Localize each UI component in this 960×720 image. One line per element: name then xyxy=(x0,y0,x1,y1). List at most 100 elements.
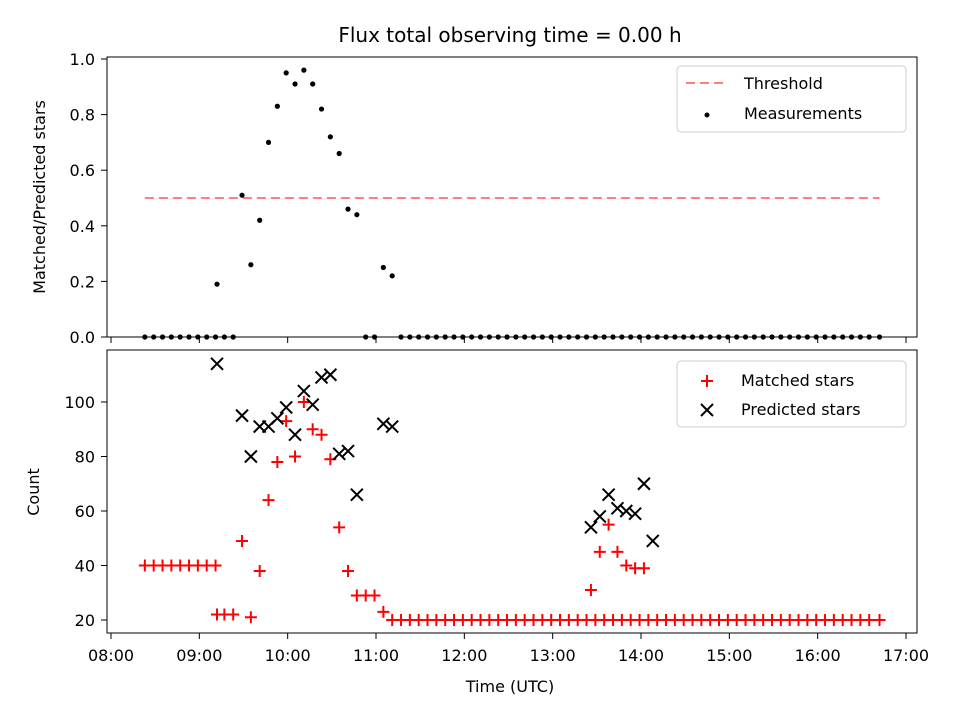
top-y-tick-label: 0.6 xyxy=(70,161,95,180)
measurement-point xyxy=(389,273,395,279)
bottom-y-tick-label: 80 xyxy=(75,448,95,467)
predicted-star-point xyxy=(610,501,625,515)
bottom-y-ticks: 20 40 60 80 100 xyxy=(64,393,107,630)
matched-star-point xyxy=(306,423,319,436)
bottom-y-axis-label: Count xyxy=(24,468,43,516)
measurement-point xyxy=(327,134,333,140)
predicted-star-point xyxy=(341,444,355,458)
predicted-star-point xyxy=(601,487,616,502)
predicted-star-point xyxy=(376,417,391,431)
matched-star-point xyxy=(377,605,390,618)
bottom-x-tick-label: 08:00 xyxy=(88,646,134,665)
top-legend-box xyxy=(676,65,907,133)
bottom-x-tick-label: 14:00 xyxy=(618,646,664,665)
measurement-point xyxy=(318,106,325,112)
bottom-x-tick-label: 17:00 xyxy=(883,646,929,665)
measurement-point xyxy=(239,192,245,198)
measurement-point xyxy=(336,150,342,157)
matched-stars-series xyxy=(138,396,886,626)
predicted-star-point xyxy=(637,477,651,491)
bottom-x-tick-label: 16:00 xyxy=(795,646,841,665)
matched-star-point xyxy=(863,614,876,626)
matched-star-point xyxy=(289,450,302,463)
bottom-x-tick-label: 15:00 xyxy=(706,646,752,665)
bottom-x-tick-label: 13:00 xyxy=(530,646,576,665)
x-axis-label: Time (UTC) xyxy=(465,677,554,696)
measurement-point xyxy=(248,262,254,268)
top-y-ticks: 0.0 0.2 0.4 0.6 0.8 1.0 xyxy=(70,50,107,347)
top-y-tick-label: 0.8 xyxy=(70,106,95,125)
matched-star-point xyxy=(342,564,355,577)
predicted-star-point xyxy=(288,427,302,442)
matched-star-point xyxy=(584,584,597,597)
bottom-panel: 20 40 60 80 100 08:00 09:00 10:00 11:00 12:00 13:… xyxy=(24,349,929,696)
legend-matched-swatch xyxy=(701,375,713,387)
predicted-star-point xyxy=(235,408,249,423)
predicted-star-point xyxy=(314,370,329,385)
matched-star-point xyxy=(262,494,275,507)
measurement-point xyxy=(345,206,351,212)
measurement-point xyxy=(274,103,280,109)
bottom-x-tick-label: 11:00 xyxy=(353,646,399,665)
top-y-tick-label: 0.4 xyxy=(70,217,95,236)
matched-star-point xyxy=(333,521,346,534)
predicted-star-point xyxy=(270,411,285,426)
bottom-x-tick-label: 10:00 xyxy=(265,646,311,665)
legend-measurements-label: Measurements xyxy=(744,104,862,123)
top-y-tick-label: 1.0 xyxy=(70,50,95,69)
predicted-star-point xyxy=(646,534,660,548)
matched-star-point xyxy=(593,545,606,558)
matched-star-point xyxy=(271,455,284,468)
legend-predicted-swatch xyxy=(700,403,714,417)
predicted-star-point xyxy=(385,419,399,434)
bottom-legend: Matched stars Predicted stars xyxy=(676,360,907,428)
matched-star-point xyxy=(611,545,624,558)
matched-star-point xyxy=(368,589,381,602)
top-y-tick-label: 0.0 xyxy=(70,328,95,347)
bottom-y-tick-label: 60 xyxy=(75,502,95,521)
measurement-point xyxy=(310,81,316,87)
bottom-x-ticks: 08:00 09:00 10:00 11:00 12:00 13:00 14:00 15:00… xyxy=(88,633,929,665)
bottom-y-tick-label: 40 xyxy=(75,557,95,576)
bottom-y-tick-label: 100 xyxy=(64,393,95,412)
legend-predicted-label: Predicted stars xyxy=(741,400,861,419)
measurement-point xyxy=(257,217,263,223)
top-y-tick-label: 0.2 xyxy=(70,272,95,291)
predicted-star-point xyxy=(297,384,311,398)
predicted-star-point xyxy=(279,400,293,415)
top-panel: 0.0 0.2 0.4 0.6 0.8 1.0 Matched/Predicted sta… xyxy=(30,50,918,347)
legend-threshold-label: Threshold xyxy=(743,74,823,93)
predicted-star-point xyxy=(350,487,364,502)
matched-star-point xyxy=(253,564,266,577)
matched-star-point xyxy=(602,518,615,531)
measurement-point xyxy=(354,212,360,218)
measurement-point xyxy=(380,264,386,271)
predicted-stars-series xyxy=(210,357,660,548)
bottom-x-tick-label: 12:00 xyxy=(441,646,487,665)
legend-measurements-swatch xyxy=(704,112,710,118)
measurement-point xyxy=(292,81,298,87)
bottom-plot-frame xyxy=(106,349,918,634)
matched-star-point xyxy=(244,611,257,624)
predicted-star-point xyxy=(305,398,320,412)
predicted-star-point xyxy=(593,509,607,524)
bottom-x-tick-label: 09:00 xyxy=(176,646,222,665)
top-plot-frame xyxy=(106,56,918,338)
bottom-legend-box xyxy=(676,360,907,428)
legend-matched-label: Matched stars xyxy=(741,371,854,390)
measurement-point xyxy=(214,281,220,287)
measurement-point xyxy=(265,139,272,145)
matched-star-point xyxy=(280,415,293,428)
matched-star-point xyxy=(873,614,886,626)
matched-star-point xyxy=(227,608,240,621)
matched-star-point xyxy=(209,559,222,572)
predicted-star-point xyxy=(332,447,346,461)
matched-star-point xyxy=(637,562,650,575)
predicted-star-point xyxy=(619,504,633,518)
measurement-point xyxy=(301,67,307,73)
matched-star-point xyxy=(620,559,633,572)
measurement-point xyxy=(283,70,289,76)
predicted-star-point xyxy=(628,507,642,521)
predicted-star-point xyxy=(584,520,598,535)
